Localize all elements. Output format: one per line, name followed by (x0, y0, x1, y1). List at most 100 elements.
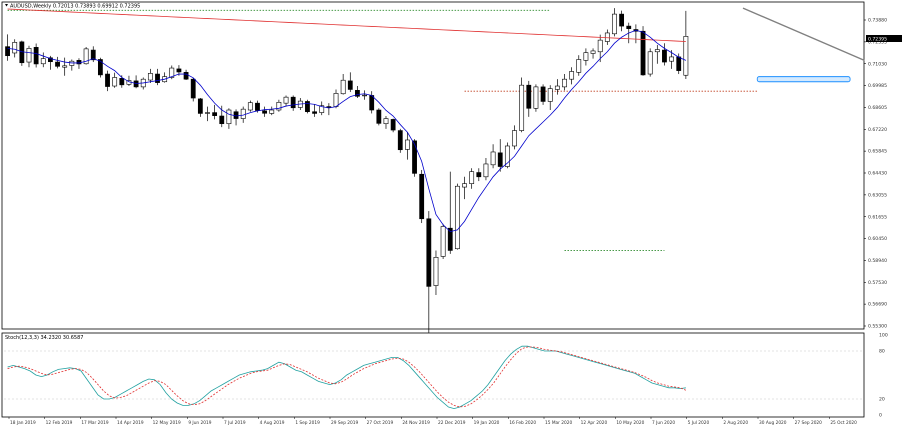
bullish-candle (276, 102, 282, 111)
time-axis-label: 1 Sep 2019 (295, 420, 320, 426)
bearish-candle (476, 172, 482, 178)
time-axis-label: 4 Aug 2019 (260, 420, 285, 426)
bullish-candle (240, 108, 246, 119)
price-axis-label: 0.65845 (868, 149, 887, 155)
price-panel-frame (1, 1, 865, 330)
stochastic-lines (7, 345, 687, 410)
descending-trendline[interactable] (742, 7, 865, 61)
bullish-candle (440, 226, 446, 257)
bullish-candle (604, 32, 610, 42)
price-axis-label: 0.71030 (868, 61, 887, 67)
price-axis-label: 0.69985 (868, 83, 887, 89)
bearish-candle (183, 72, 189, 80)
price-axis-label: 0.58940 (868, 258, 887, 264)
bullish-candle (362, 94, 367, 97)
bullish-candle (83, 48, 89, 65)
bearish-candle (626, 25, 632, 29)
bullish-candle (247, 102, 253, 111)
stochastic-axis-label: 80 (879, 349, 885, 355)
time-axis-label: 22 Dec 2019 (438, 420, 466, 426)
bearish-candle (355, 90, 360, 97)
long-moving-average-line (7, 8, 686, 42)
bearish-candle (412, 140, 417, 174)
price-axis-label: 0.64430 (868, 171, 887, 177)
bullish-candle (40, 58, 46, 65)
bearish-candle (76, 60, 82, 65)
price-axis-label: 0.61655 (868, 214, 887, 220)
bullish-candle (405, 139, 410, 150)
bearish-candle (105, 73, 110, 87)
bearish-candle (540, 86, 546, 102)
time-axis-label: 30 Aug 2020 (759, 420, 787, 426)
price-level-lines (7, 9, 758, 251)
bullish-candle (562, 78, 567, 88)
symbol-menu-arrow-icon[interactable] (5, 4, 8, 7)
price-axis-label: 0.57530 (868, 280, 887, 286)
bearish-candle (390, 119, 396, 131)
stochastic-level-lines (4, 350, 862, 400)
bullish-candle (26, 48, 32, 63)
time-axis-label: 5 Jul 2020 (688, 420, 710, 426)
bearish-candle (5, 46, 10, 57)
time-axis-label: 17 Mar 2019 (81, 420, 109, 426)
price-axis-label: 0.63055 (868, 192, 887, 198)
bullish-candle (469, 171, 475, 184)
bullish-candle (569, 71, 575, 80)
time-axis-label: 12 Apr 2020 (581, 420, 608, 426)
bearish-candle (312, 111, 317, 114)
bearish-candle (497, 152, 503, 167)
bearish-candle (290, 96, 296, 109)
time-axis-label: 29 Sep 2019 (331, 420, 358, 426)
current-price-badge (866, 35, 902, 42)
bearish-candle (55, 61, 60, 67)
bullish-candle (147, 73, 153, 81)
bullish-candle (669, 56, 674, 62)
short-moving-average-line (7, 29, 687, 233)
time-axis-label: 10 May 2020 (616, 420, 644, 426)
stochastic-axis-label: 20 (879, 397, 885, 403)
price-axis-label: 0.55300 (868, 324, 887, 330)
bearish-candle (262, 110, 268, 114)
time-axis-label: 16 Feb 2020 (509, 420, 536, 426)
bearish-candle (155, 73, 160, 83)
stochastic-panel-frame (1, 332, 865, 418)
bullish-candle (112, 77, 118, 87)
time-axis-label: 7 Jul 2019 (224, 420, 246, 426)
bullish-candle (269, 109, 275, 114)
bullish-candle (383, 118, 389, 125)
bearish-candle (219, 115, 225, 125)
bearish-candle (176, 68, 182, 73)
stochastic-main-line (7, 345, 686, 410)
bearish-candle (197, 98, 203, 114)
time-axis-label: 19 Jan 2020 (474, 420, 500, 426)
time-axis-label: 9 Jun 2019 (188, 420, 211, 426)
bearish-candle (326, 106, 332, 108)
bullish-candle (554, 85, 560, 90)
bullish-candle (654, 49, 660, 53)
bullish-candle (504, 145, 510, 167)
time-axis-label: 18 Jan 2019 (10, 420, 36, 426)
bullish-candle (462, 183, 467, 188)
bearish-candle (33, 47, 39, 65)
bullish-candle (12, 42, 18, 54)
bearish-candle (426, 218, 432, 287)
current-price-badge-label: 0.72395 (868, 36, 887, 42)
bullish-candle (333, 93, 339, 107)
price-axis-label: 0.73880 (868, 18, 887, 24)
price-axis-label: 0.72355 (868, 39, 887, 45)
bearish-candle (369, 95, 375, 111)
price-axis-label: 0.67220 (868, 127, 887, 133)
bullish-candle (433, 256, 439, 286)
bullish-candle (340, 79, 346, 95)
price-y-axis: 0.73880 0.72355 0.71030 0.69985 0.68605 0.672… (864, 18, 887, 330)
bullish-candle (169, 67, 175, 78)
time-axis-label: 7 Jun 2020 (652, 420, 675, 426)
bullish-candle (597, 39, 603, 53)
support-zone-box[interactable] (756, 76, 851, 83)
bullish-candle (62, 65, 68, 68)
bearish-candle (662, 49, 667, 63)
bullish-candle (576, 59, 582, 73)
bullish-candle (547, 88, 553, 102)
price-overlays (7, 7, 865, 233)
